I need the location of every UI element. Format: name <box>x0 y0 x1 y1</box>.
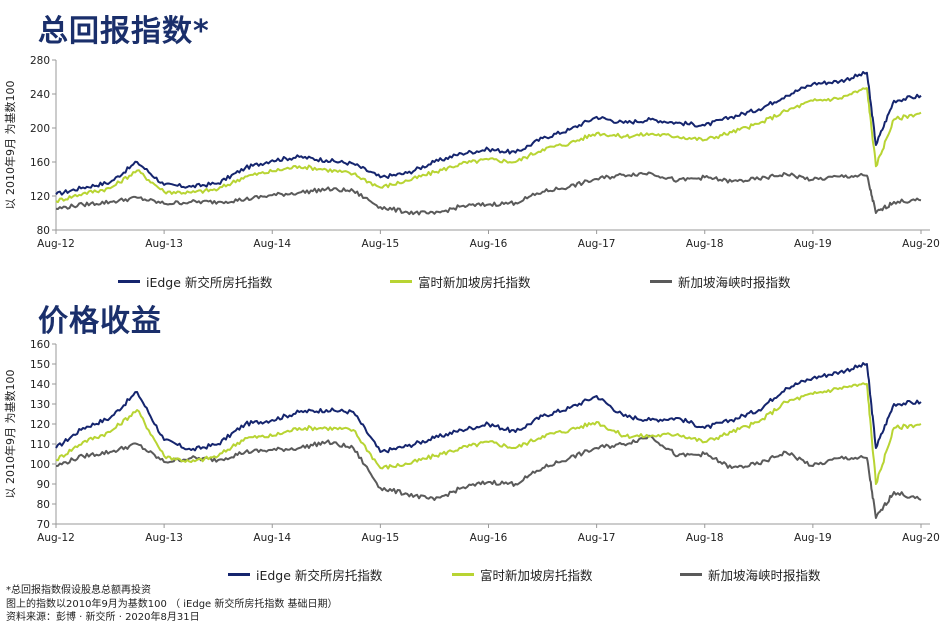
y-tick-label: 130 <box>30 399 50 411</box>
legend-item-ftse: 富时新加坡房托指数 <box>452 565 593 584</box>
legend-label-ftse: 富时新加坡房托指数 <box>418 275 531 290</box>
legend-label-iedge: iEdge 新交所房托指数 <box>146 275 273 290</box>
total-return-chart: 80 120 160 200 240 280 Aug-12 Aug-13 Aug-14 Aug-1… <box>3 55 940 250</box>
x-tick-label: Aug-16 <box>470 238 508 250</box>
legend-swatch-ftse <box>390 280 412 283</box>
x-tick-label: Aug-17 <box>578 238 616 250</box>
x-tick-label: Aug-12 <box>37 532 75 544</box>
y-axis-label: 以 2010年9月 为基数100 <box>3 370 17 499</box>
footnotes: *总回报指数假设股息总额再投资 图上的指数以2010年9月为基数100 （ iE… <box>6 584 338 625</box>
x-tick-label: Aug-17 <box>578 532 616 544</box>
total-return-legend: iEdge 新交所房托指数 富时新加坡房托指数 新加坡海峡时报指数 <box>0 272 944 292</box>
x-tick-label: Aug-18 <box>686 238 724 250</box>
x-tick-label: Aug-14 <box>253 532 291 544</box>
footnote-base: 图上的指数以2010年9月为基数100 （ iEdge 新交所房托指数 基础日期… <box>6 598 338 610</box>
x-tick-label: Aug-19 <box>794 238 832 250</box>
legend-swatch-iedge <box>118 280 140 283</box>
y-tick-label: 120 <box>30 419 50 431</box>
y-tick-label: 150 <box>30 359 50 371</box>
legend-item-straits: 新加坡海峡时报指数 <box>680 565 821 584</box>
x-tick-label: Aug-15 <box>362 238 400 250</box>
series-line-iedge <box>55 362 922 454</box>
y-tick-label: 120 <box>30 191 50 203</box>
legend-swatch-iedge <box>228 573 250 576</box>
series-line-straits <box>55 171 922 216</box>
legend-label-ftse: 富时新加坡房托指数 <box>480 568 593 583</box>
total-return-title: 总回报指数* <box>38 14 210 49</box>
series-line-ftse <box>55 87 922 204</box>
x-tick-label: Aug-18 <box>686 532 724 544</box>
legend-item-straits: 新加坡海峡时报指数 <box>650 272 791 291</box>
y-tick-label: 140 <box>30 379 50 391</box>
x-tick-label: Aug-12 <box>37 238 75 250</box>
price-return-chart: 70 80 90 100 110 120 130 140 150 160 Aug-12 Aug-13 A… <box>3 339 940 544</box>
y-tick-label: 200 <box>30 123 50 135</box>
x-tick-label: Aug-20 <box>902 238 940 250</box>
legend-swatch-ftse <box>452 573 474 576</box>
x-tick-label: Aug-14 <box>253 238 291 250</box>
y-tick-label: 110 <box>30 439 50 451</box>
x-tick-label: Aug-13 <box>145 238 183 250</box>
x-tick-label: Aug-20 <box>902 532 940 544</box>
x-tick-label: Aug-13 <box>145 532 183 544</box>
legend-item-iedge: iEdge 新交所房托指数 <box>118 272 272 291</box>
legend-item-iedge: iEdge 新交所房托指数 <box>228 565 382 584</box>
y-tick-label: 80 <box>37 499 50 511</box>
x-tick-label: Aug-16 <box>470 532 508 544</box>
y-tick-label: 90 <box>37 479 50 491</box>
legend-label-iedge: iEdge 新交所房托指数 <box>256 568 383 583</box>
legend-swatch-straits <box>650 280 672 283</box>
y-tick-label: 160 <box>30 157 50 169</box>
series-line-straits <box>55 434 922 519</box>
y-tick-label: 240 <box>30 89 50 101</box>
footnote-dividends: *总回报指数假设股息总额再投资 <box>6 585 151 596</box>
series-line-iedge <box>55 71 922 196</box>
series-line-ftse <box>55 382 922 485</box>
x-tick-label: Aug-15 <box>362 532 400 544</box>
legend-item-ftse: 富时新加坡房托指数 <box>390 272 531 291</box>
x-tick-label: Aug-19 <box>794 532 832 544</box>
y-tick-label: 160 <box>30 339 50 351</box>
y-tick-label: 70 <box>37 519 50 531</box>
y-tick-label: 280 <box>30 55 50 67</box>
legend-label-straits: 新加坡海峡时报指数 <box>708 568 821 583</box>
y-tick-label: 80 <box>37 225 50 237</box>
y-tick-label: 100 <box>30 459 50 471</box>
price-return-legend: iEdge 新交所房托指数 富时新加坡房托指数 新加坡海峡时报指数 <box>0 565 944 585</box>
legend-swatch-straits <box>680 573 702 576</box>
legend-label-straits: 新加坡海峡时报指数 <box>678 275 791 290</box>
y-axis-label: 以 2010年9月 为基数100 <box>3 81 17 210</box>
footnote-source: 资料来源：彭博 · 新交所 · 2020年8月31日 <box>6 612 200 623</box>
price-return-title: 价格收益 <box>38 304 162 339</box>
